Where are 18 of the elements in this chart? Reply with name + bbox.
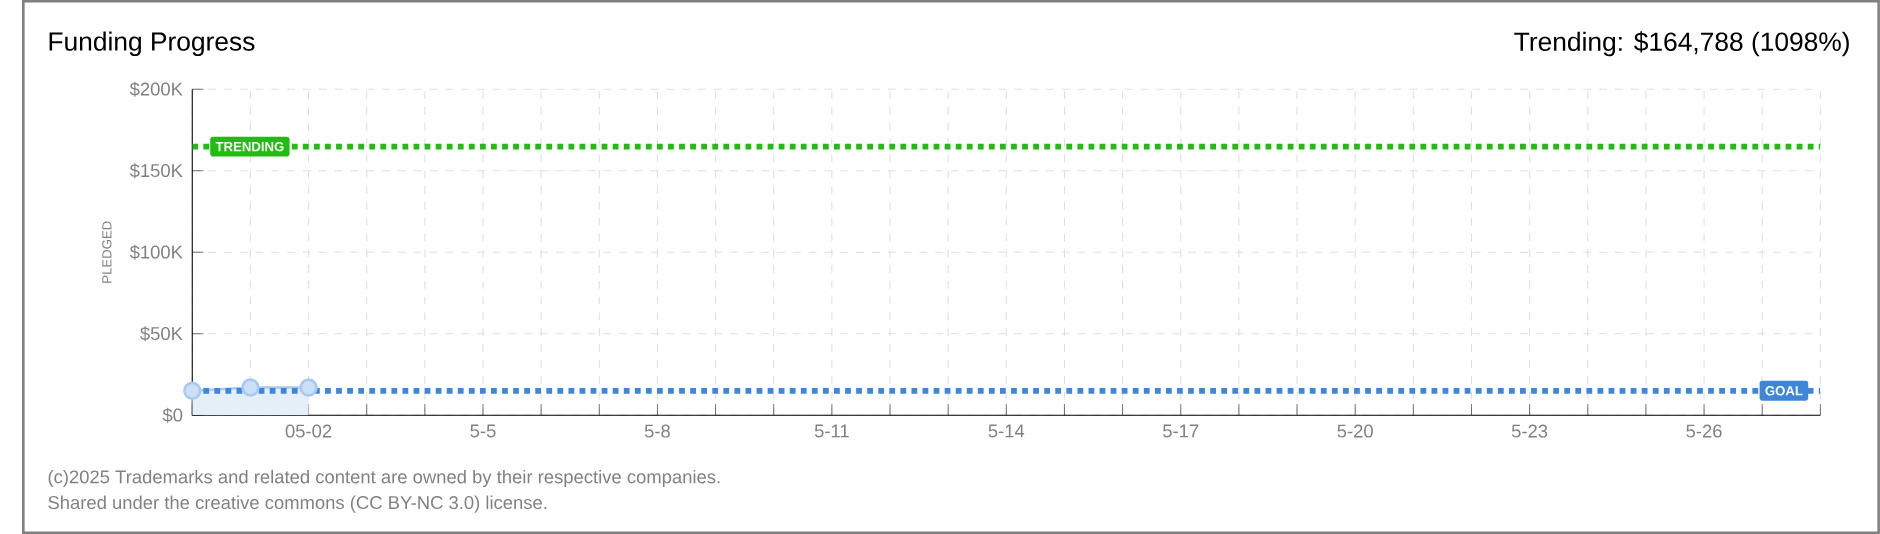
chart-subtitle: Trending: $164,788 (1098%)	[1514, 31, 1849, 57]
x-tick-label: 05-02	[285, 424, 332, 438]
y-tick-label: $150K	[129, 163, 183, 179]
x-tick-label: 5-5	[470, 424, 496, 438]
y-tick-label: $0	[162, 407, 183, 423]
y-tick-label: $100K	[129, 244, 183, 260]
x-tick-label: 5-14	[988, 424, 1025, 438]
x-tick-label: 5-20	[1337, 424, 1373, 438]
x-tick-label: 5-17	[1163, 424, 1199, 438]
x-tick-label: 5-26	[1686, 424, 1722, 438]
text: Shared under the creative commons (CC BY-NC 3.0) license.	[48, 495, 547, 513]
chart-title: Funding Progress	[49, 31, 255, 56]
x-tick-label: 5-8	[644, 424, 670, 438]
y-tick-label: $200K	[129, 81, 183, 97]
y-tick-label: $50K	[140, 326, 183, 342]
text: (c)2025 Trademarks and related content are owned by their respective companies.	[48, 469, 720, 488]
x-tick-label: 5-11	[814, 424, 849, 438]
x-tick-label: 5-23	[1511, 424, 1548, 438]
